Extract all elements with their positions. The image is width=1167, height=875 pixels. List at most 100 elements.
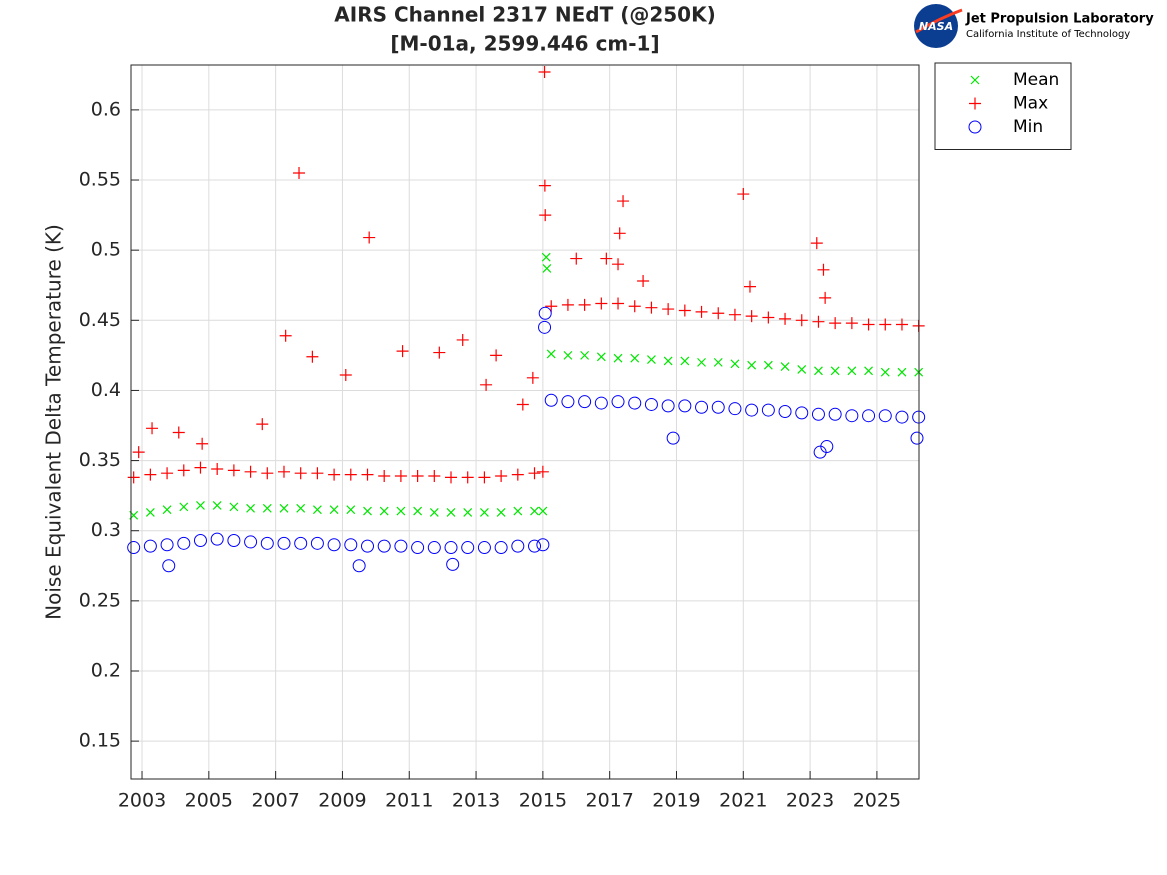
point	[478, 471, 491, 484]
point	[377, 539, 391, 553]
point	[145, 508, 155, 517]
point	[680, 356, 690, 366]
point	[344, 538, 358, 552]
point	[879, 318, 892, 331]
legend-marker	[968, 120, 982, 134]
point	[394, 470, 407, 483]
point	[637, 275, 650, 288]
point	[617, 195, 630, 208]
point	[895, 410, 909, 424]
point	[161, 467, 174, 480]
point	[864, 366, 873, 376]
point	[578, 395, 592, 409]
plot-frame	[130, 64, 920, 780]
y-tick-label: 0.2	[91, 659, 121, 681]
point	[538, 306, 552, 320]
point	[445, 471, 458, 484]
point	[580, 350, 590, 360]
point	[797, 364, 807, 374]
point	[745, 310, 758, 323]
point	[162, 559, 176, 573]
point	[526, 371, 539, 384]
point	[542, 263, 552, 273]
point	[196, 437, 209, 450]
point	[779, 312, 792, 325]
point	[479, 508, 489, 517]
point	[538, 179, 551, 192]
point	[179, 502, 189, 512]
point	[810, 237, 823, 250]
point	[563, 350, 573, 360]
point	[427, 541, 441, 555]
plot-area	[131, 65, 919, 779]
point	[780, 362, 790, 372]
point	[411, 470, 424, 483]
point	[456, 333, 469, 346]
point	[613, 353, 623, 363]
point	[177, 536, 191, 550]
point	[830, 366, 840, 376]
point	[396, 345, 409, 358]
x-tick-label: 2009	[318, 790, 366, 812]
point	[713, 357, 723, 367]
point	[428, 470, 441, 483]
point	[845, 409, 859, 423]
point	[172, 426, 185, 439]
point	[378, 470, 391, 483]
point	[536, 538, 550, 552]
point	[339, 369, 352, 382]
point	[494, 541, 508, 555]
point	[561, 298, 574, 311]
point	[829, 317, 842, 330]
x-tick-label: 2021	[719, 790, 767, 812]
point	[277, 465, 290, 478]
logo-org: Jet Propulsion Laboratory	[965, 12, 1154, 27]
legend-label: Min	[1013, 117, 1043, 137]
point	[678, 399, 692, 413]
y-tick-label: 0.35	[79, 449, 121, 471]
point	[666, 431, 680, 445]
point	[662, 303, 675, 316]
point	[480, 378, 493, 391]
point	[446, 508, 456, 517]
x-tick-label: 2017	[585, 790, 633, 812]
point	[847, 366, 857, 376]
point	[661, 399, 675, 413]
point	[160, 538, 174, 552]
point	[210, 532, 224, 546]
point	[352, 559, 366, 573]
point	[260, 536, 274, 550]
point	[795, 314, 808, 327]
point	[539, 209, 552, 222]
point	[394, 539, 408, 553]
point	[262, 503, 272, 513]
point	[344, 468, 357, 481]
point	[544, 393, 558, 407]
point	[663, 356, 673, 366]
point	[762, 311, 775, 324]
point	[878, 409, 892, 423]
point	[513, 506, 523, 516]
x-tick-label: 2003	[118, 790, 166, 812]
x-tick-label: 2025	[853, 790, 901, 812]
point	[536, 465, 549, 478]
point	[413, 506, 423, 516]
point	[244, 535, 258, 549]
point	[461, 541, 475, 555]
point	[812, 315, 825, 328]
point	[127, 541, 141, 555]
x-tick-label: 2019	[652, 790, 700, 812]
point	[496, 508, 506, 517]
point	[363, 506, 372, 516]
point	[294, 467, 307, 480]
point	[728, 308, 741, 321]
point	[814, 366, 823, 376]
point	[678, 304, 691, 317]
point	[697, 357, 706, 367]
point	[737, 188, 750, 201]
y-tick-label: 0.15	[79, 730, 121, 752]
point	[256, 418, 269, 431]
point	[490, 349, 503, 362]
point	[477, 541, 491, 555]
